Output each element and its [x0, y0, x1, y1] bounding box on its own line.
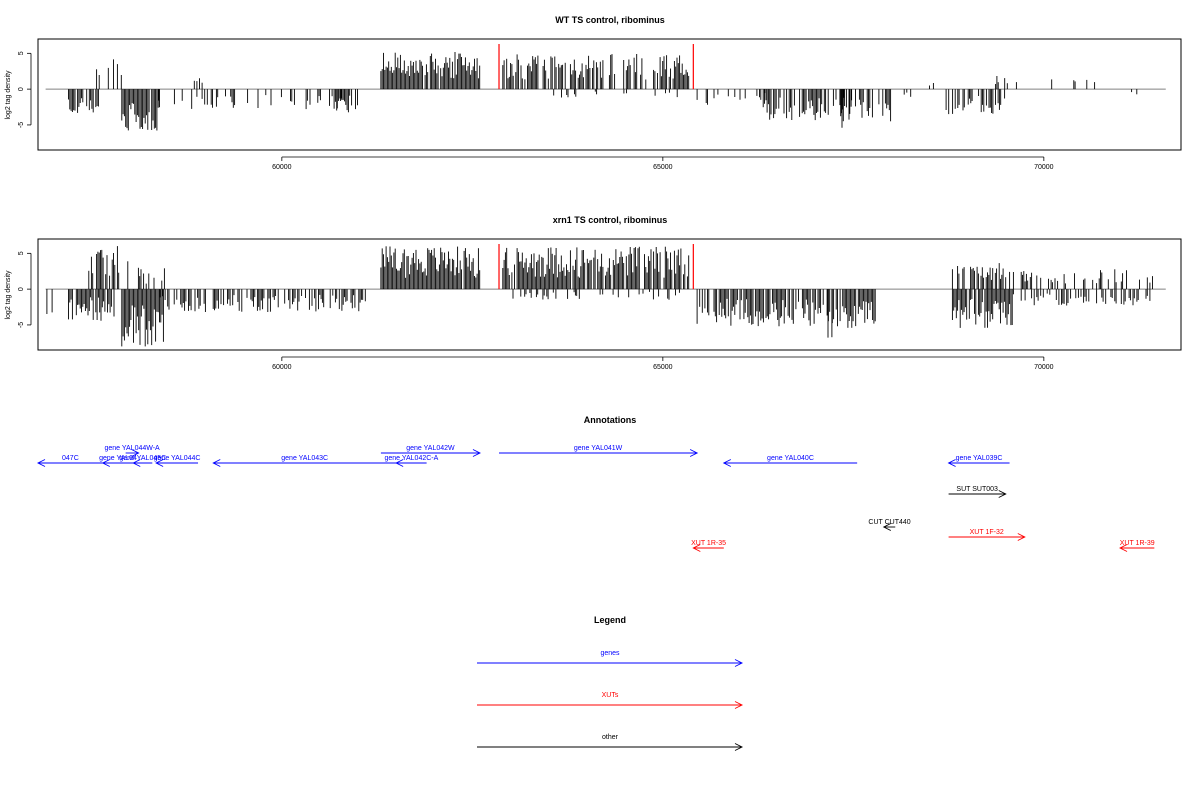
panel-title: xrn1 TS control, ribominus — [553, 215, 668, 225]
y-axis: -5 0 5 — [18, 251, 32, 328]
y-tick-label: 0 — [18, 87, 25, 91]
feature-label: gene YAL04 — [99, 455, 137, 462]
feature-arrows: 047C gene YAL04 gene YAL044W-A gene YAL045C… — [36, 445, 1155, 552]
feature-arrow: gene YAL042W — [380, 445, 481, 457]
x-tick-label: 65000 — [653, 364, 673, 371]
legend-title: Legend — [594, 615, 626, 625]
feature-label: SUT SUT003 — [956, 486, 998, 493]
feature-label: XUT 1F-32 — [970, 529, 1004, 536]
plot-frame — [37, 238, 1182, 351]
panel-title: WT TS control, ribominus — [555, 15, 665, 25]
feature-label: 047C — [62, 455, 79, 462]
feature-arrow: XUT 1F-32 — [948, 529, 1026, 541]
legend-label: genes — [600, 650, 620, 657]
x-tick-label: 70000 — [1034, 364, 1054, 371]
feature-label: gene YAL040C — [767, 455, 814, 462]
annotations-title: Annotations — [584, 415, 637, 425]
x-axis: 60000 65000 70000 — [272, 356, 1054, 371]
feature-label: XUT 1R-39 — [1120, 540, 1155, 547]
feature-arrow: gene YAL04 — [99, 455, 137, 467]
legend-items: genes XUTs other — [477, 650, 744, 751]
feature-arrow: gene YAL042C-A — [384, 455, 439, 467]
x-axis: 60000 65000 70000 — [272, 156, 1054, 171]
feature-label: gene YAL044W-A — [104, 445, 160, 452]
plot-frame — [37, 38, 1182, 151]
feature-label: gene YAL039C — [956, 455, 1003, 462]
feature-label: gene YAL042C-A — [384, 455, 438, 462]
feature-arrow: gene YAL043C — [212, 455, 397, 467]
y-tick-label: -5 — [18, 322, 25, 328]
xrn1-panel: xrn1 TS control, ribominus log2 tag dens… — [5, 215, 1182, 371]
x-tick-label: 65000 — [653, 164, 673, 171]
feature-arrow: gene YAL045C — [119, 455, 166, 467]
feature-label: CUT CUT440 — [868, 519, 910, 526]
feature-arrow: CUT CUT440 — [868, 519, 911, 531]
y-tick-label: 5 — [18, 51, 25, 55]
feature-label: gene YAL045C — [119, 455, 166, 462]
feature-arrow: gene YAL044C — [154, 455, 201, 467]
legend-item: XUTs — [477, 692, 744, 709]
wt-panel: WT TS control, ribominus log2 tag densit… — [5, 15, 1182, 171]
feature-arrow: gene YAL041W — [499, 445, 699, 457]
feature-arrow: gene YAL044W-A — [104, 445, 160, 457]
legend-item: genes — [477, 650, 744, 667]
y-tick-label: -5 — [18, 122, 25, 128]
y-axis-label: log2 tag density — [5, 270, 12, 320]
feature-arrow: XUT 1R-35 — [691, 540, 726, 552]
feature-arrow: SUT SUT003 — [948, 486, 1007, 498]
feature-arrow: gene YAL039C — [947, 455, 1010, 467]
density-bars — [45, 244, 1166, 347]
feature-label: XUT 1R-35 — [691, 540, 726, 547]
feature-label: gene YAL044C — [154, 455, 201, 462]
y-axis: -5 0 5 — [18, 51, 32, 128]
x-tick-label: 70000 — [1034, 164, 1054, 171]
density-bars — [45, 44, 1166, 131]
y-tick-label: 5 — [18, 251, 25, 255]
feature-arrow: XUT 1R-39 — [1119, 540, 1155, 552]
feature-label: gene YAL042W — [406, 445, 455, 452]
y-tick-label: 0 — [18, 287, 25, 291]
legend-item: other — [477, 734, 744, 751]
feature-label: gene YAL043C — [281, 455, 328, 462]
x-tick-label: 60000 — [272, 364, 292, 371]
legend-label: other — [602, 734, 619, 741]
y-axis-label: log2 tag density — [5, 70, 12, 120]
feature-arrow: 047C — [36, 455, 103, 467]
feature-arrow: gene YAL040C — [722, 455, 858, 467]
legend: Legend genes XUTs other — [477, 615, 744, 751]
annotations-track: Annotations 047C gene YAL04 gene YAL044W-A… — [36, 415, 1155, 552]
legend-label: XUTs — [602, 692, 619, 699]
x-tick-label: 60000 — [272, 164, 292, 171]
feature-label: gene YAL041W — [574, 445, 623, 452]
